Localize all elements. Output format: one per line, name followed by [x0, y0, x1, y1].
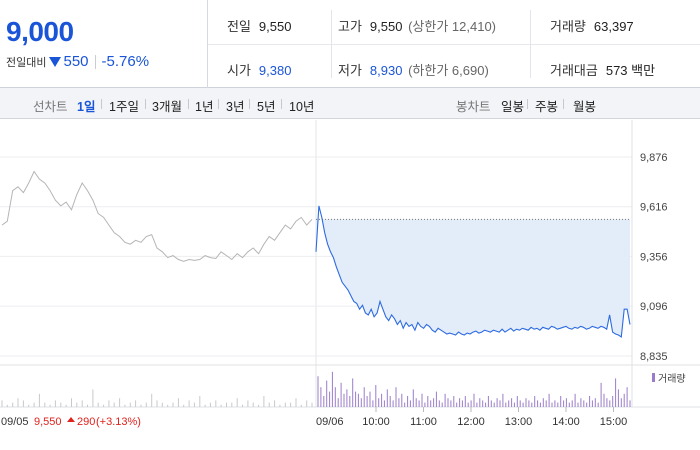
- y-tick-label: 9,096: [640, 301, 668, 313]
- divider: [94, 54, 96, 69]
- divider: [527, 99, 528, 109]
- volume-bars: [1, 371, 631, 407]
- prev-change: 290: [77, 416, 95, 428]
- period-1w[interactable]: 1주일: [109, 100, 139, 114]
- change-row: 전일대비 550 -5.76%: [6, 53, 149, 70]
- price-summary: 9,000 전일대비 550 -5.76%: [0, 0, 208, 88]
- divider: [188, 99, 189, 109]
- prev-close-value: 9,550: [258, 19, 292, 34]
- lower-limit: (하한가 6,690): [408, 63, 489, 78]
- divider: [331, 10, 332, 78]
- period-3y[interactable]: 3년: [226, 100, 245, 114]
- period-3m[interactable]: 3개월: [152, 100, 182, 114]
- change-rate: -5.76%: [101, 53, 150, 70]
- divider: [145, 99, 146, 109]
- prev-change-rate: (+3.13%): [96, 416, 141, 428]
- x-axis: 09/05 9,550 290 (+3.13%) 09/06 10:00 11:0…: [1, 407, 627, 428]
- open-value: 9,380: [258, 63, 292, 78]
- x-tick-label: 10:00: [362, 416, 390, 428]
- y-tick-label: 9,356: [640, 251, 668, 263]
- divider: [530, 10, 531, 78]
- y-axis: 9,876 9,616 9,356 9,096 8,835: [640, 152, 668, 363]
- y-tick-label: 8,835: [640, 351, 668, 363]
- candle-chart-title: 봉차트: [456, 100, 491, 114]
- price-chart: 9,876 9,616 9,356 9,096 8,835 거래량 09/05 9,55…: [0, 120, 700, 428]
- today-line: [315, 205, 631, 338]
- period-1d[interactable]: 1일: [77, 100, 96, 114]
- low-label: 저가: [338, 63, 362, 78]
- volume-legend: 거래량: [652, 373, 686, 385]
- high-label: 고가: [338, 19, 362, 34]
- y-tick-label: 9,876: [640, 152, 668, 164]
- up-triangle-icon: [67, 417, 75, 422]
- high-value: 9,550: [369, 19, 403, 34]
- x-tick-label: 11:00: [410, 416, 437, 428]
- amount-stat: 거래대금 573 백만: [550, 60, 655, 79]
- x-tick-label: 13:00: [505, 416, 533, 428]
- volume-value: 63,397: [593, 19, 634, 34]
- low-value: 8,930: [369, 63, 403, 78]
- down-triangle-icon: [49, 56, 62, 67]
- volume-legend-swatch: [652, 373, 655, 382]
- divider: [563, 99, 564, 109]
- prev-day-line: [1, 170, 313, 262]
- chart-toolbar: 선차트 1일 1주일 3개월 1년 3년 5년 10년 봉차트 일봉 주봉 월봉: [0, 88, 700, 119]
- divider: [101, 99, 102, 109]
- divider: [218, 99, 219, 109]
- volume-label: 거래량: [550, 19, 586, 34]
- candle-daily[interactable]: 일봉: [501, 100, 525, 114]
- open-stat: 시가 9,380: [227, 60, 291, 79]
- period-10y[interactable]: 10년: [289, 100, 315, 114]
- drop-area: [316, 219, 630, 337]
- period-1y[interactable]: 1년: [195, 100, 214, 114]
- change-label: 전일대비: [6, 56, 47, 69]
- candle-weekly[interactable]: 주봉: [535, 100, 559, 114]
- prev-close-stat: 전일 9,550: [227, 16, 291, 35]
- prev-close-label: 전일: [227, 19, 251, 34]
- divider: [249, 99, 250, 109]
- y-tick-label: 9,616: [640, 202, 668, 214]
- prev-close-label: 9,550: [34, 416, 62, 428]
- volume-stat: 거래량 63,397: [550, 16, 634, 35]
- volume-legend-label: 거래량: [658, 373, 686, 385]
- period-5y[interactable]: 5년: [257, 100, 276, 114]
- x-tick-label: 14:00: [552, 416, 580, 428]
- x-tick-label: 15:00: [600, 416, 628, 428]
- divider: [281, 99, 282, 109]
- divider: [208, 44, 700, 45]
- current-price: 9,000: [6, 16, 74, 47]
- amount-value: 573 백만: [605, 63, 656, 78]
- candle-monthly[interactable]: 월봉: [573, 100, 597, 114]
- x-tick-label: 12:00: [457, 416, 485, 428]
- amount-label: 거래대금: [550, 63, 598, 78]
- line-chart-title: 선차트: [33, 100, 68, 114]
- quote-header: 9,000 전일대비 550 -5.76% 전일 9,550 시가 9,380 고가…: [0, 0, 700, 88]
- high-stat: 고가 9,550 (상한가 12,410): [338, 16, 496, 35]
- today-date-label: 09/06: [316, 416, 344, 428]
- upper-limit: (상한가 12,410): [408, 19, 497, 34]
- prev-date-label: 09/05: [1, 416, 29, 428]
- open-label: 시가: [227, 63, 251, 78]
- change-value: 550: [63, 53, 89, 70]
- low-stat: 저가 8,930 (하한가 6,690): [338, 60, 489, 79]
